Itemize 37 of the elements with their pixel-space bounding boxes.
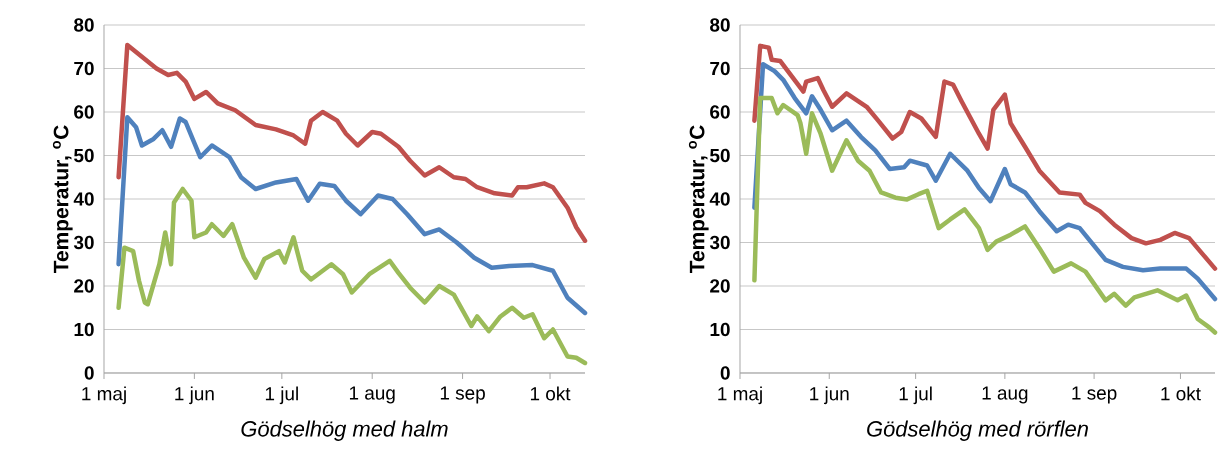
y-tick-label: 20 [710,279,730,293]
x-tick-label: 1 jul [899,386,932,405]
y-tick-label: 80 [710,18,730,32]
x-tick-label: 1 sep [1072,386,1117,404]
x-tick-label: 1 jun [810,386,849,405]
y-tick-label: 70 [710,61,730,76]
y-tick-label: 10 [74,322,94,337]
x-tick-label: 1 maj [82,386,126,405]
y-tick-label: 30 [73,235,94,250]
y-tick-label: 0 [720,366,730,380]
x-tick-label: 1 okt [1161,386,1201,401]
y-tick-label: 40 [73,192,94,206]
text: Gödselhög med halm [241,420,448,441]
x-tick-label: 1 sep [440,386,485,404]
y-tick-label: 30 [709,235,730,250]
y-tick-label: 0 [84,366,94,380]
x-tick-label: 1 jun [175,386,214,405]
y-tick-label: 10 [710,322,730,337]
y-axis-title: Temperatur, $^{o}$C [688,125,709,274]
x-tick-label: 1 aug [982,386,1028,404]
line-series [116,114,588,316]
y-tick-label: 60 [74,105,94,119]
y-tick-label: 40 [709,192,730,206]
y-tick-label: 50 [74,148,94,163]
x-tick-label: 1 okt [530,386,571,401]
text: Gödselhög med rörflen [867,420,1088,441]
x-tick-label: 1 maj [718,386,762,405]
y-tick-label: 20 [74,279,94,293]
y-axis-title: Temperatur, $^{o}$C [52,125,73,274]
y-tick-label: 80 [74,18,94,32]
line-series [752,95,1218,335]
y-tick-label: 60 [710,105,730,119]
line-series [116,186,588,366]
y-tick-label: 70 [74,61,94,76]
x-tick-label: 1 aug [349,386,395,404]
x-tick-label: 1 jul [265,386,298,405]
y-tick-label: 50 [710,148,730,163]
